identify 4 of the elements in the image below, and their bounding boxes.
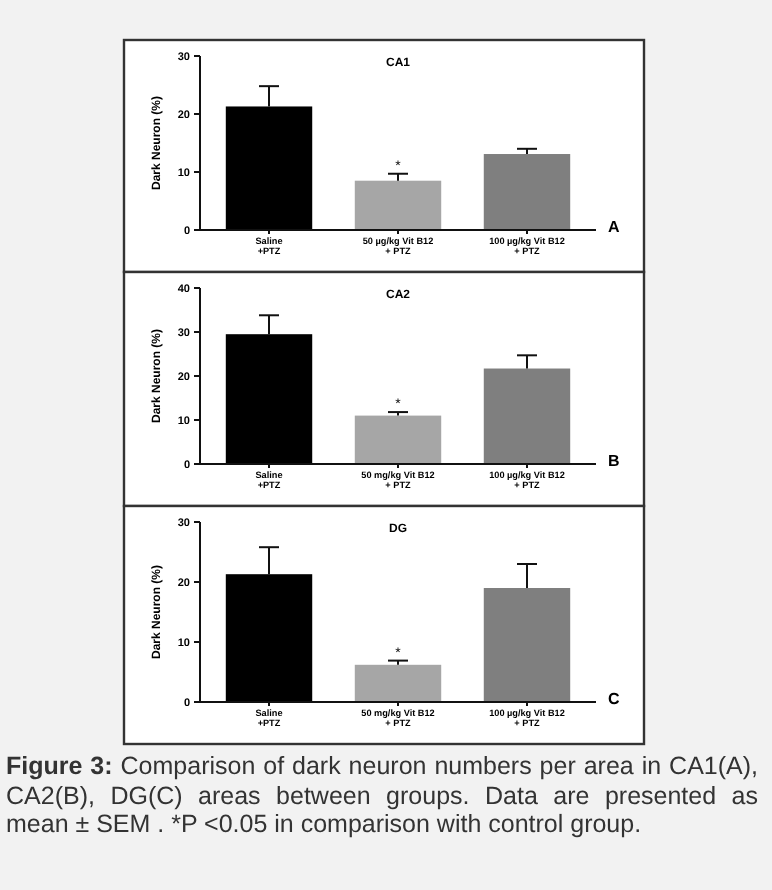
text: A	[608, 218, 620, 236]
text: B	[608, 452, 620, 470]
caption: Figure 3: Comparison of dark neuron numbers per area in CA1(A), CA2(B), DG(C) areas between groups. Data are presented as mean ± SEM . *P <0.05 in comparison with control group.	[6, 752, 758, 839]
text: C	[608, 690, 620, 708]
